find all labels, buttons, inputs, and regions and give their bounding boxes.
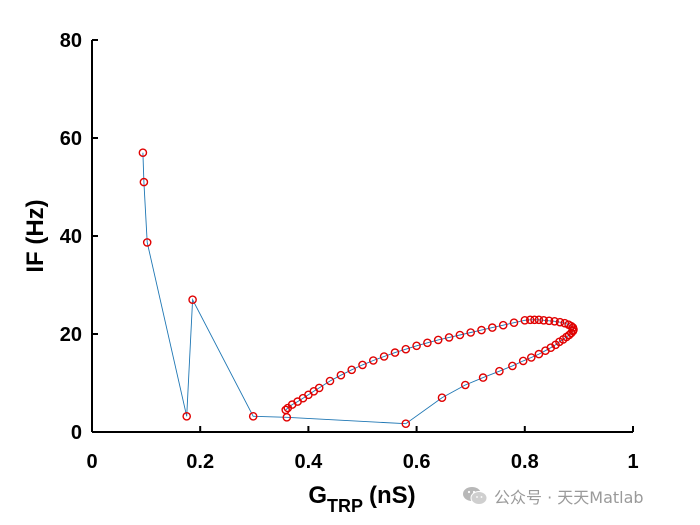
- data-point: [433, 335, 443, 345]
- y-axis: 0 20 40 60 80: [60, 30, 98, 444]
- x-tick-label: 1: [627, 451, 638, 473]
- x-axis-title: GTRP (nS): [308, 482, 415, 516]
- data-point: [508, 361, 517, 371]
- data-line: [142, 152, 574, 425]
- data-point: [248, 411, 258, 421]
- data-point: [139, 177, 149, 187]
- data-point: [477, 325, 486, 335]
- data-point: [560, 318, 570, 328]
- data-point: [142, 238, 152, 247]
- data-markers: [138, 148, 578, 429]
- data-point: [564, 320, 573, 330]
- data-point: [358, 360, 367, 370]
- x-axis-title-subscript: TRP: [327, 496, 363, 516]
- x-axis-title-main: G: [308, 482, 327, 509]
- x-tick-label: 0.6: [403, 451, 431, 473]
- data-point: [283, 403, 293, 413]
- y-tick-label: 80: [60, 30, 82, 52]
- data-point: [534, 315, 544, 325]
- x-axis-title-unit: (nS): [369, 482, 416, 509]
- y-tick-label: 0: [71, 422, 82, 444]
- data-point: [509, 318, 519, 328]
- data-point: [498, 320, 508, 330]
- data-point: [325, 376, 335, 386]
- x-tick-label: 0.8: [511, 451, 539, 473]
- data-point: [555, 317, 565, 327]
- x-ticks: 0 0.2 0.4 0.6 0.8 1: [86, 426, 639, 473]
- data-point: [530, 315, 539, 325]
- data-point: [368, 356, 378, 365]
- data-point: [478, 373, 488, 382]
- data-point: [336, 370, 346, 380]
- data-point: [138, 148, 148, 157]
- data-point: [460, 380, 470, 390]
- data-point: [534, 349, 544, 359]
- y-ticks: 0 20 40 60 80: [60, 30, 98, 444]
- x-tick-label: 0: [86, 451, 97, 473]
- data-point: [188, 295, 197, 305]
- data-point: [544, 316, 554, 326]
- data-point: [455, 330, 465, 340]
- data-point: [423, 338, 432, 348]
- data-point: [437, 393, 447, 403]
- data-point: [347, 365, 357, 375]
- wechat-icon: [463, 487, 488, 505]
- data-point: [550, 316, 559, 326]
- data-point: [444, 333, 454, 342]
- plot-area: [138, 148, 578, 429]
- data-point: [539, 315, 549, 325]
- data-point: [401, 419, 411, 429]
- data-point: [281, 405, 291, 415]
- data-point: [527, 353, 536, 362]
- data-point: [518, 356, 528, 366]
- data-point: [401, 344, 411, 354]
- x-tick-label: 0.2: [186, 451, 214, 473]
- data-point: [412, 341, 421, 351]
- data-point: [520, 315, 530, 325]
- data-point: [182, 411, 191, 421]
- data-point: [525, 315, 535, 325]
- data-point: [379, 352, 389, 361]
- watermark: 公众号 · 天天Matlab: [462, 484, 644, 508]
- data-point: [466, 328, 476, 337]
- x-tick-label: 0.4: [294, 451, 323, 473]
- data-point: [495, 366, 504, 376]
- y-tick-label: 40: [60, 226, 82, 248]
- data-point: [487, 323, 497, 332]
- x-axis: 0 0.2 0.4 0.6 0.8 1: [86, 426, 639, 473]
- y-tick-label: 20: [60, 324, 82, 346]
- data-point: [390, 348, 400, 357]
- watermark-text: 公众号 · 天天Matlab: [494, 488, 644, 507]
- y-tick-label: 60: [60, 128, 82, 150]
- y-axis-title: IF (Hz): [22, 199, 49, 272]
